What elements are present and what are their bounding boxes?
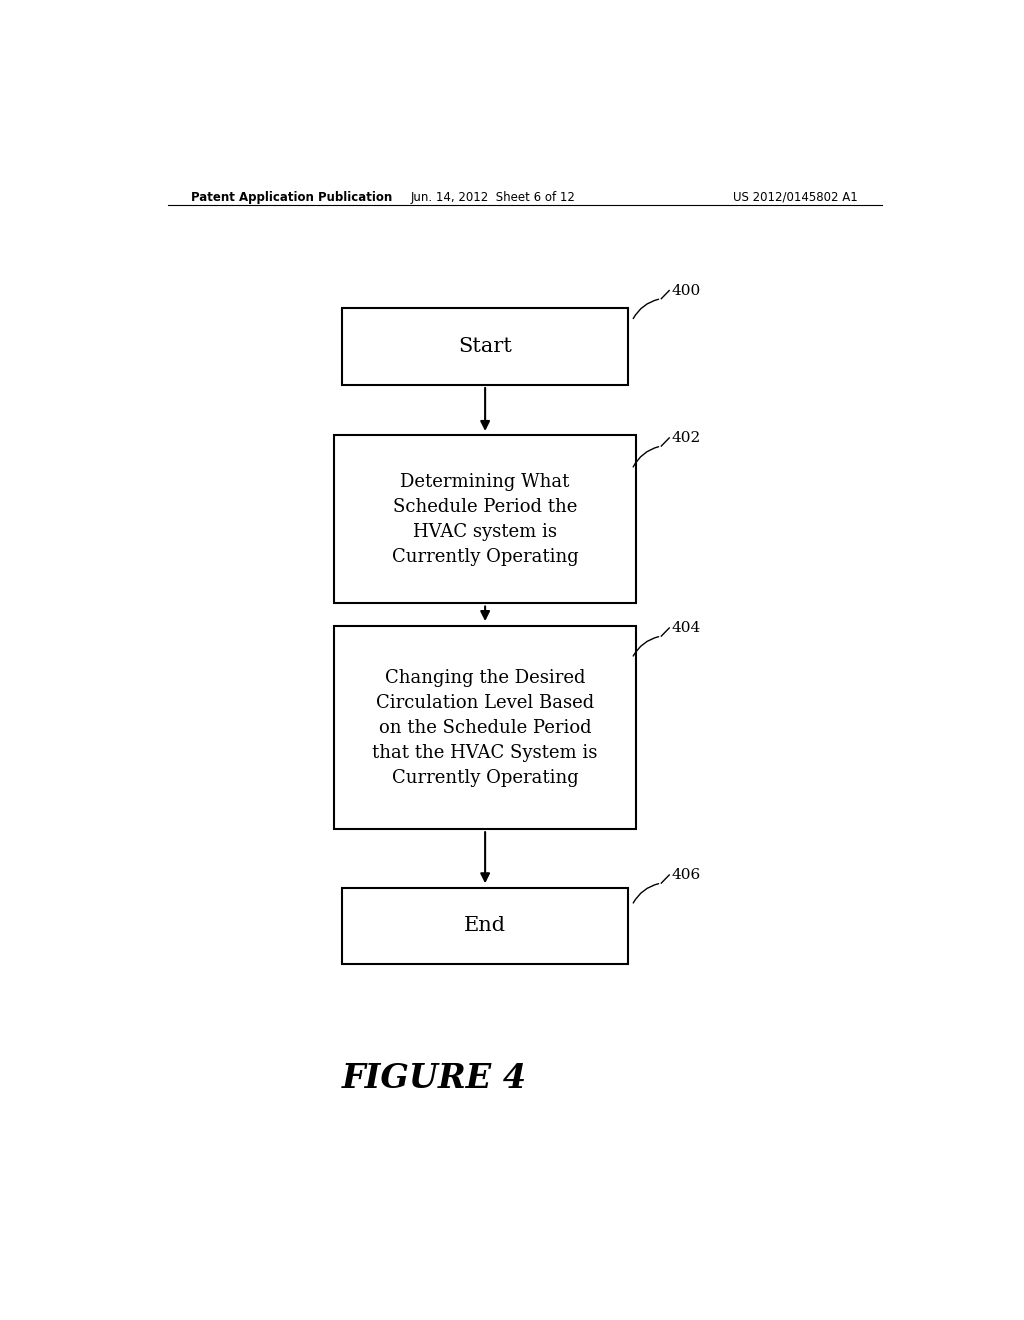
FancyArrowPatch shape [633,636,658,656]
Text: 400: 400 [672,284,700,297]
Bar [342,309,628,384]
Text: US 2012/0145802 A1: US 2012/0145802 A1 [733,190,858,203]
FancyArrowPatch shape [633,446,658,467]
Text: 406: 406 [672,869,700,882]
Bar [342,887,628,964]
Text: Jun. 14, 2012  Sheet 6 of 12: Jun. 14, 2012 Sheet 6 of 12 [411,190,575,203]
Text: FIGURE 4: FIGURE 4 [342,1061,527,1094]
Text: Changing the Desired
Circulation Level Based
on the Schedule Period
that the HVA: Changing the Desired Circulation Level B… [373,669,598,787]
FancyArrowPatch shape [633,300,658,318]
Text: 404: 404 [672,620,700,635]
Text: Determining What
Schedule Period the
HVAC system is
Currently Operating: Determining What Schedule Period the HVA… [392,473,579,566]
Text: 402: 402 [672,430,700,445]
Bar [334,436,636,603]
Bar [334,626,636,829]
Text: End: End [464,916,506,936]
Text: Start: Start [458,337,512,356]
Text: Patent Application Publication: Patent Application Publication [191,190,393,203]
FancyArrowPatch shape [633,883,658,903]
